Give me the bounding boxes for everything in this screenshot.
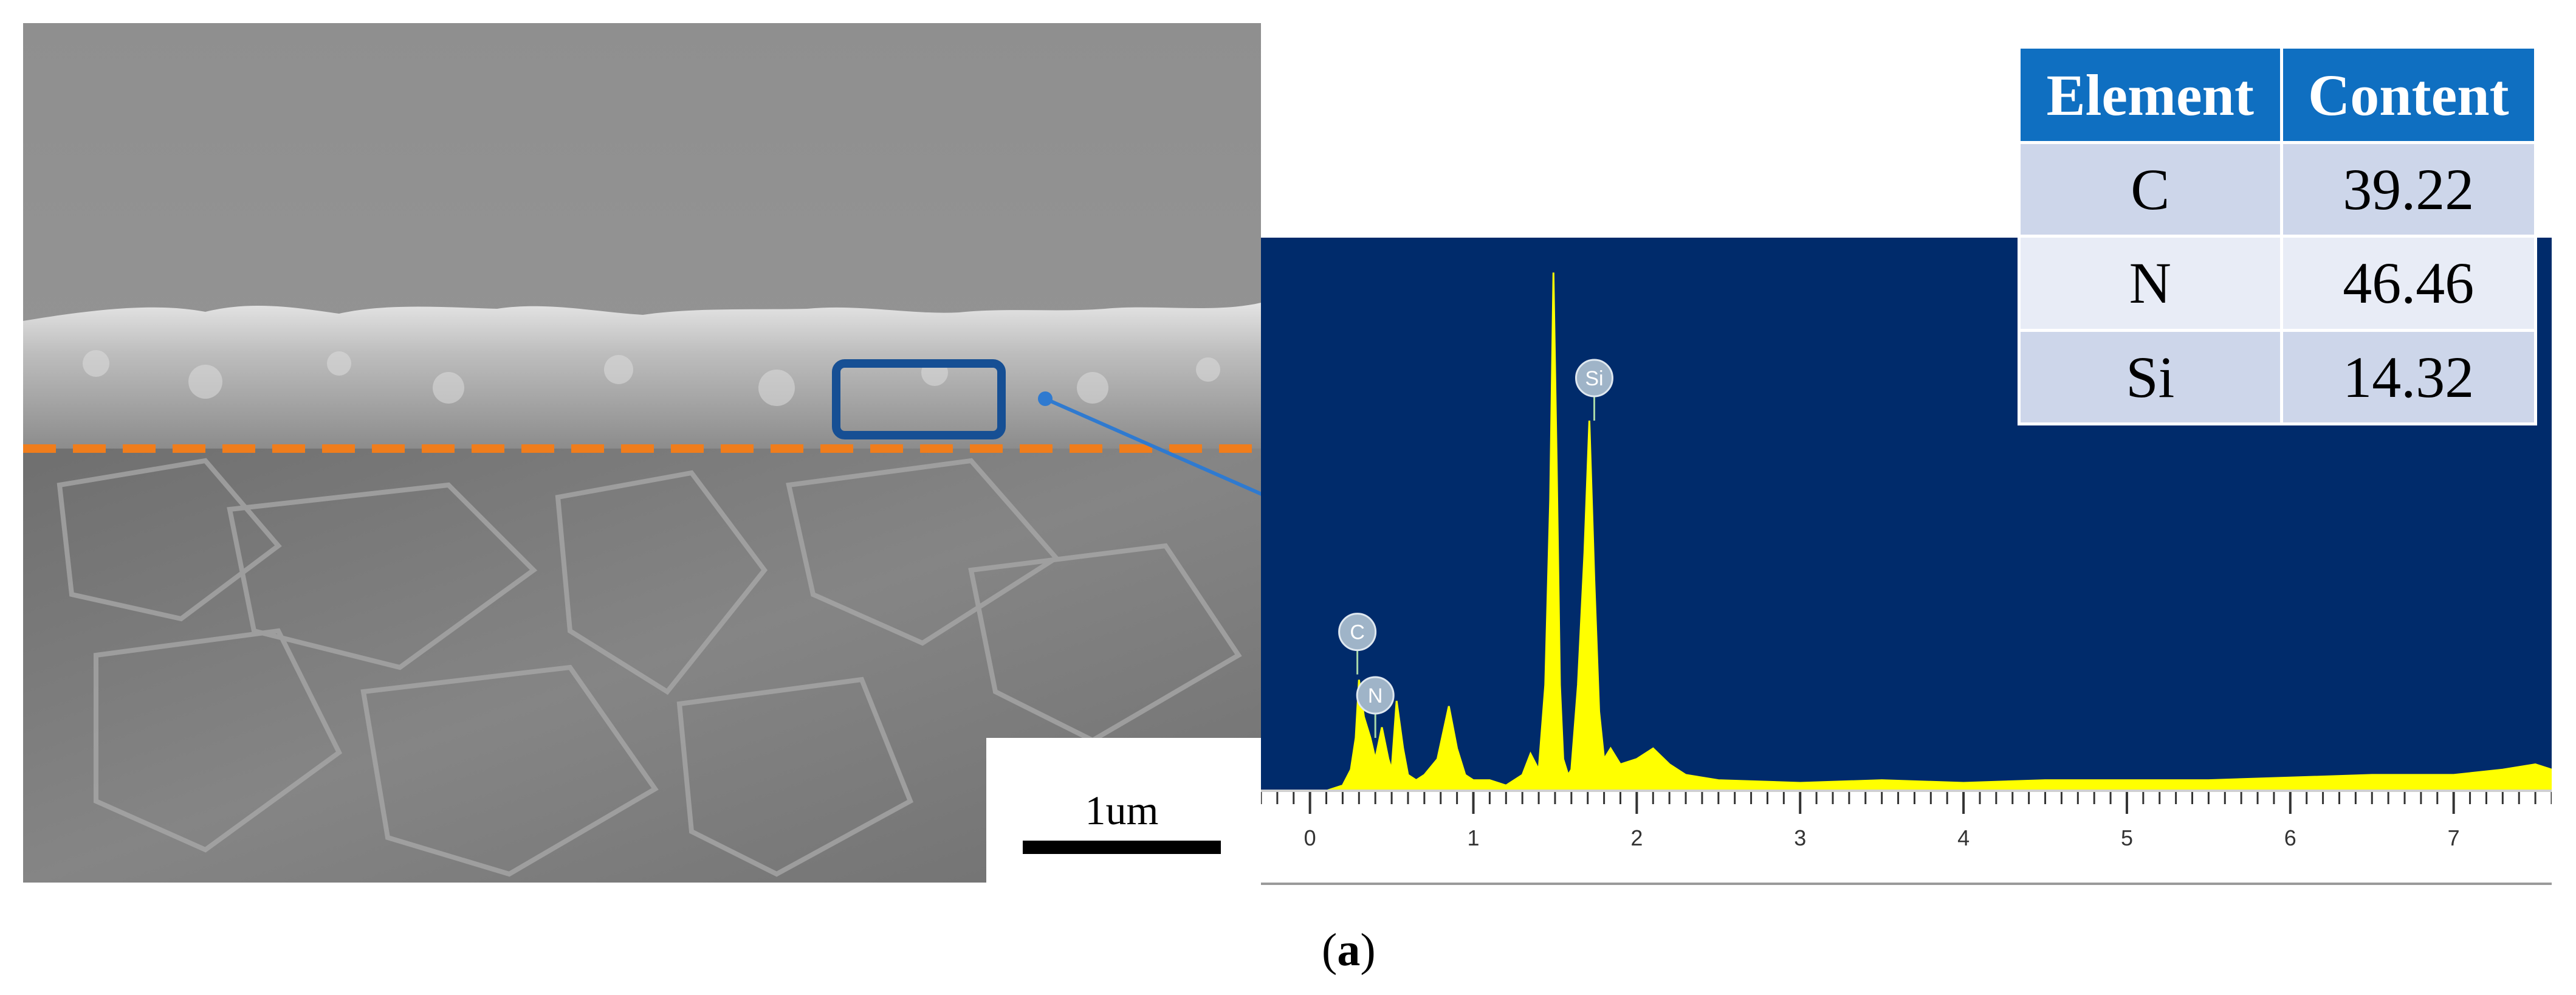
scale-bar — [1023, 841, 1221, 854]
cell-element: N — [2018, 235, 2283, 332]
peak-label-badge — [1356, 676, 1395, 715]
figure-caption: (a) — [1322, 924, 1376, 977]
cell-content: 39.22 — [2279, 140, 2538, 238]
x-tick-label: 3 — [1794, 825, 1806, 850]
peak-label-c: C — [1338, 613, 1377, 675]
peak-label-si: Si — [1575, 359, 1613, 421]
cell-element: C — [2018, 140, 2283, 238]
peak-label-text: Si — [1585, 367, 1603, 390]
coating-layer — [23, 303, 1261, 449]
cell-content: 14.32 — [2279, 328, 2538, 426]
scale-bar-label: 1um — [1085, 787, 1159, 833]
peak-labels: C N Si — [1338, 359, 1613, 738]
x-tick-label: 1 — [1468, 825, 1480, 850]
x-tick-label: 5 — [2121, 825, 2133, 850]
caption-close: ) — [1360, 924, 1376, 976]
header-element: Element — [2018, 46, 2283, 144]
x-tick-label: 6 — [2284, 825, 2296, 850]
substrate-grains — [57, 458, 1242, 877]
roi-box — [832, 359, 1006, 439]
sem-micrograph: 1um — [23, 23, 1261, 883]
table-header-row: Element Content — [2018, 46, 2538, 144]
peak-label-text: C — [1350, 621, 1365, 644]
table-row: N 46.46 — [2018, 235, 2538, 332]
cell-element: Si — [2018, 328, 2283, 426]
peak-label-badge — [1575, 359, 1613, 398]
composition-table: Element Content C 39.22 N 46.46 Si 14.32 — [2018, 46, 2538, 426]
scale-bar-box — [986, 738, 1261, 883]
caption-open: ( — [1322, 924, 1338, 976]
caption-letter: a — [1337, 924, 1361, 976]
composition-table-wrapper: Element Content C 39.22 N 46.46 Si 14.32 — [2018, 46, 2538, 426]
peak-label-text: N — [1368, 684, 1383, 708]
x-tick-label: 7 — [2448, 825, 2460, 850]
spectrum-series — [1326, 272, 2552, 792]
peak-label-badge — [1338, 613, 1377, 652]
x-tick-label: 2 — [1630, 825, 1643, 850]
x-axis: 0 1 2 3 4 5 6 7 — [1261, 792, 2552, 850]
x-tick-label: 4 — [1957, 825, 1970, 850]
header-content: Content — [2279, 46, 2538, 144]
peak-label-n: N — [1356, 676, 1395, 738]
spectrum-area — [1326, 272, 2552, 792]
x-tick-label: 0 — [1304, 825, 1316, 850]
table-row: Si 14.32 — [2018, 328, 2538, 426]
cell-content: 46.46 — [2279, 235, 2538, 332]
table-row: C 39.22 — [2018, 140, 2538, 238]
